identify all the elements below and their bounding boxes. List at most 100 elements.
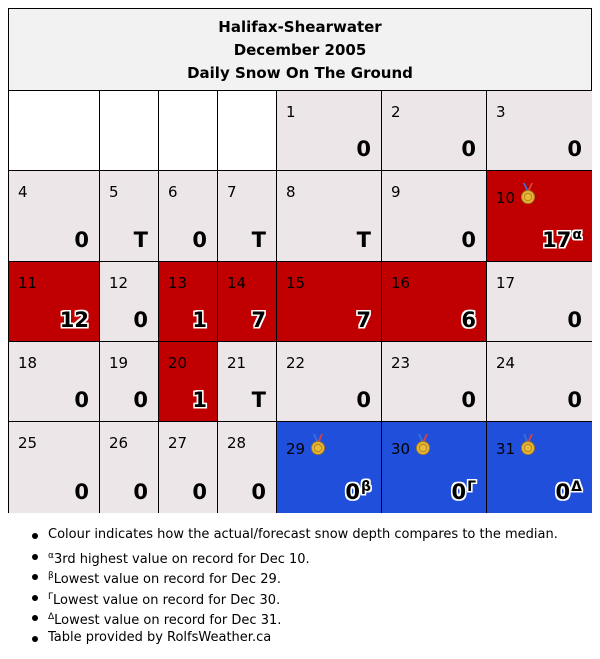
day-cell: 21 T <box>218 342 277 422</box>
footnote-text: Table provided by RolfsWeather.ca <box>48 629 272 645</box>
footnote-mark: α <box>572 227 582 243</box>
day-number: 22 <box>286 354 305 372</box>
day-cell: 20 1 <box>159 342 218 422</box>
snow-depth-value: T <box>357 230 371 251</box>
footnote-text: Lowest value on record for Dec 31. <box>54 613 282 629</box>
day-number-text: 2 <box>391 103 401 121</box>
snow-depth-number: 12 <box>59 308 89 332</box>
snow-depth-number: 17 <box>542 228 572 252</box>
snow-depth-value: 0 <box>461 230 476 251</box>
footnote-item: Colour indicates how the actual/forecast… <box>8 525 592 546</box>
snow-depth-value: 1 <box>192 310 207 331</box>
footnote-symbol: Γ <box>48 591 54 602</box>
snow-depth-number: 7 <box>251 308 266 332</box>
snow-calendar: Halifax-Shearwater December 2005 Daily S… <box>8 8 592 513</box>
day-number-text: 3 <box>496 103 506 121</box>
snow-depth-number: 0 <box>192 228 207 252</box>
snow-depth-value: 0 <box>133 390 148 411</box>
day-number-text: 7 <box>227 183 237 201</box>
month-title: December 2005 <box>233 41 367 59</box>
snow-depth-value: 0 <box>567 390 582 411</box>
snow-depth-number: 7 <box>356 308 371 332</box>
snow-depth-value: 0Δ <box>556 480 582 503</box>
calendar-header: Halifax-Shearwater December 2005 Daily S… <box>9 9 591 91</box>
footnote-mark: Γ <box>467 479 476 495</box>
snow-depth-value: T <box>252 390 266 411</box>
day-number-text: 6 <box>168 183 178 201</box>
snow-depth-number: T <box>251 228 266 252</box>
day-number-text: 15 <box>286 274 306 292</box>
snow-depth-value: 0 <box>74 230 89 251</box>
snow-depth-number: 1 <box>192 308 207 332</box>
day-number: 5 <box>109 183 119 201</box>
day-number-text: 18 <box>18 354 38 372</box>
day-number-text: 30 <box>391 440 411 458</box>
day-number: 29 <box>286 434 328 460</box>
day-number: 1 <box>286 103 296 121</box>
snow-depth-value: 0 <box>192 482 207 503</box>
snow-depth-value: 0 <box>74 482 89 503</box>
day-number: 24 <box>496 354 515 372</box>
day-number-text: 11 <box>18 274 38 292</box>
footnote-item: βLowest value on record for Dec 29. <box>8 566 592 587</box>
footnote-text: Lowest value on record for Dec 29. <box>53 572 281 588</box>
footnote-symbol: Δ <box>48 612 55 623</box>
snow-depth-number: T <box>356 228 371 252</box>
footnote-mark: Δ <box>571 479 582 495</box>
snow-depth-value: 0 <box>192 230 207 251</box>
day-number-text: 25 <box>18 434 38 452</box>
day-number-text: 8 <box>286 183 296 201</box>
day-number-text: 28 <box>227 434 247 452</box>
snow-depth-number: 1 <box>192 388 207 412</box>
medal-icon <box>413 434 433 460</box>
day-number: 27 <box>168 434 187 452</box>
snow-depth-number: 0 <box>74 228 89 252</box>
day-cell: 24 0 <box>487 342 592 422</box>
day-cell: 25 0 <box>9 422 100 513</box>
day-number: 12 <box>109 274 128 292</box>
day-number: 19 <box>109 354 128 372</box>
day-number: 25 <box>18 434 37 452</box>
day-number: 4 <box>18 183 28 201</box>
day-number-text: 12 <box>109 274 129 292</box>
snow-depth-value: 1 <box>192 390 207 411</box>
snow-depth-value: T <box>252 230 266 251</box>
day-number-text: 29 <box>286 440 306 458</box>
medal-icon <box>518 183 538 209</box>
day-number-text: 23 <box>391 354 411 372</box>
snow-depth-value: T <box>134 230 148 251</box>
footnote-text: Colour indicates how the actual/forecast… <box>48 527 558 542</box>
day-cell: 27 0 <box>159 422 218 513</box>
day-number-text: 16 <box>391 274 411 292</box>
snow-depth-number: T <box>251 388 266 412</box>
snow-depth-value: 0 <box>74 390 89 411</box>
snow-depth-value: 7 <box>251 310 266 331</box>
snow-depth-number: 0 <box>133 388 148 412</box>
snow-depth-value: 12 <box>60 310 89 331</box>
snow-depth-number: 0 <box>192 480 207 504</box>
snow-depth-number: 0 <box>251 480 266 504</box>
day-number: 18 <box>18 354 37 372</box>
empty-day-cell <box>9 91 100 171</box>
day-number: 13 <box>168 274 187 292</box>
day-number: 10 <box>496 183 538 209</box>
empty-day-cell <box>159 91 218 171</box>
snow-depth-number: 0 <box>74 480 89 504</box>
snow-depth-number: 0 <box>345 480 360 504</box>
footnote-item: ΓLowest value on record for Dec 30. <box>8 587 592 608</box>
day-cell: 28 0 <box>218 422 277 513</box>
calendar-subtitle: Daily Snow On The Ground <box>187 64 413 82</box>
footnote-item: α3rd highest value on record for Dec 10. <box>8 546 592 567</box>
snow-depth-value: 0Γ <box>451 480 476 503</box>
day-number: 23 <box>391 354 410 372</box>
day-number: 26 <box>109 434 128 452</box>
day-cell: 18 0 <box>9 342 100 422</box>
snow-depth-number: 0 <box>461 137 476 161</box>
